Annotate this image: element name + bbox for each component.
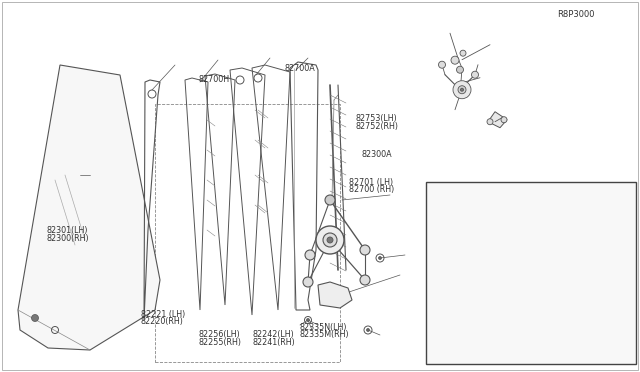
Circle shape xyxy=(323,233,337,247)
Circle shape xyxy=(453,81,471,99)
Circle shape xyxy=(303,277,313,287)
Circle shape xyxy=(378,257,381,260)
Text: 82700H: 82700H xyxy=(198,76,230,84)
Circle shape xyxy=(472,71,479,78)
Text: 82335M(RH): 82335M(RH) xyxy=(300,330,349,339)
Text: 82220(RH): 82220(RH) xyxy=(141,317,184,326)
Text: 82300(RH): 82300(RH) xyxy=(46,234,89,243)
Text: 82335N(LH): 82335N(LH) xyxy=(300,323,347,332)
Circle shape xyxy=(325,195,335,205)
Circle shape xyxy=(367,328,369,331)
Circle shape xyxy=(31,314,38,321)
Polygon shape xyxy=(318,282,352,308)
Text: 82242(LH): 82242(LH) xyxy=(253,330,294,339)
Text: 82753(LH): 82753(LH) xyxy=(355,114,397,123)
Circle shape xyxy=(487,119,493,125)
Circle shape xyxy=(316,226,344,254)
Circle shape xyxy=(305,250,315,260)
Polygon shape xyxy=(18,65,160,350)
Text: 82300A: 82300A xyxy=(362,150,392,159)
Text: 82700 (RH): 82700 (RH) xyxy=(349,185,394,194)
Circle shape xyxy=(438,61,445,68)
Text: 82701 (LH): 82701 (LH) xyxy=(538,280,580,289)
Circle shape xyxy=(456,66,463,73)
Text: 82255(RH): 82255(RH) xyxy=(198,338,241,347)
Circle shape xyxy=(307,318,310,321)
Text: 82763: 82763 xyxy=(506,245,530,254)
Circle shape xyxy=(461,88,463,91)
Text: 82256(LH): 82256(LH) xyxy=(198,330,240,339)
Circle shape xyxy=(458,86,466,94)
Text: MANUAL WINDOW: MANUAL WINDOW xyxy=(436,352,522,361)
Text: 82301(LH): 82301(LH) xyxy=(46,226,88,235)
Text: 82221 (LH): 82221 (LH) xyxy=(141,310,185,319)
Text: 82700 (RH): 82700 (RH) xyxy=(538,288,581,296)
Circle shape xyxy=(360,275,370,285)
Text: 82241(RH): 82241(RH) xyxy=(253,338,296,347)
Text: 82701 (LH): 82701 (LH) xyxy=(349,178,393,187)
Circle shape xyxy=(360,245,370,255)
Text: 82760: 82760 xyxy=(544,229,568,238)
Polygon shape xyxy=(488,112,507,128)
Circle shape xyxy=(327,237,333,243)
Bar xyxy=(426,182,636,364)
Circle shape xyxy=(501,117,507,123)
Text: R8P3000: R8P3000 xyxy=(557,10,595,19)
Text: 82700A: 82700A xyxy=(285,64,316,73)
Bar xyxy=(155,104,340,362)
Text: 82752(RH): 82752(RH) xyxy=(355,122,398,131)
Circle shape xyxy=(451,56,459,64)
Circle shape xyxy=(460,50,466,56)
